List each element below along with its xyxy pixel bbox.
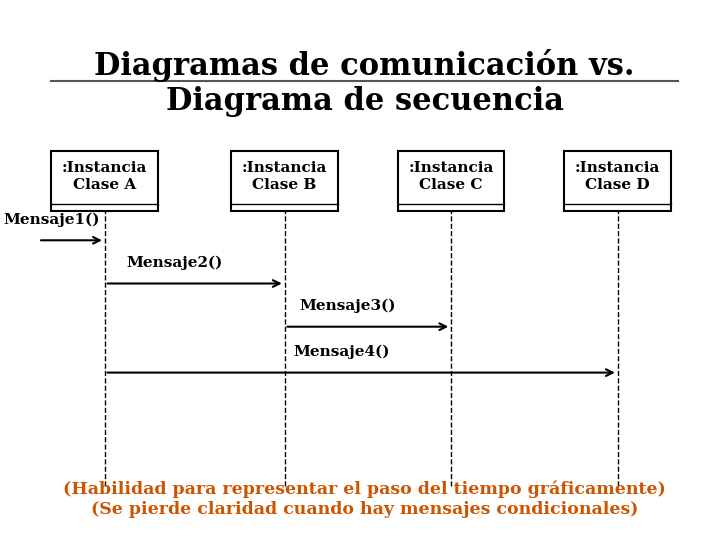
FancyBboxPatch shape <box>52 151 158 211</box>
Text: Mensaje3(): Mensaje3() <box>300 299 396 313</box>
Text: :Instancia
Clase B: :Instancia Clase B <box>242 161 328 192</box>
Text: Mensaje2(): Mensaje2() <box>127 255 223 270</box>
FancyBboxPatch shape <box>398 151 505 211</box>
FancyBboxPatch shape <box>564 151 671 211</box>
Text: Mensaje4(): Mensaje4() <box>293 345 390 359</box>
FancyBboxPatch shape <box>231 151 338 211</box>
Text: (Habilidad para representar el paso del tiempo gráficamente)
(Se pierde claridad: (Habilidad para representar el paso del … <box>63 481 666 518</box>
Text: :Instancia
Clase A: :Instancia Clase A <box>62 161 148 192</box>
Text: :Instancia
Clase D: :Instancia Clase D <box>575 161 660 192</box>
Text: Diagramas de comunicación vs.
Diagrama de secuencia: Diagramas de comunicación vs. Diagrama d… <box>94 49 635 117</box>
Text: :Instancia
Clase C: :Instancia Clase C <box>408 161 494 192</box>
Text: Mensaje1(): Mensaje1() <box>4 212 100 227</box>
